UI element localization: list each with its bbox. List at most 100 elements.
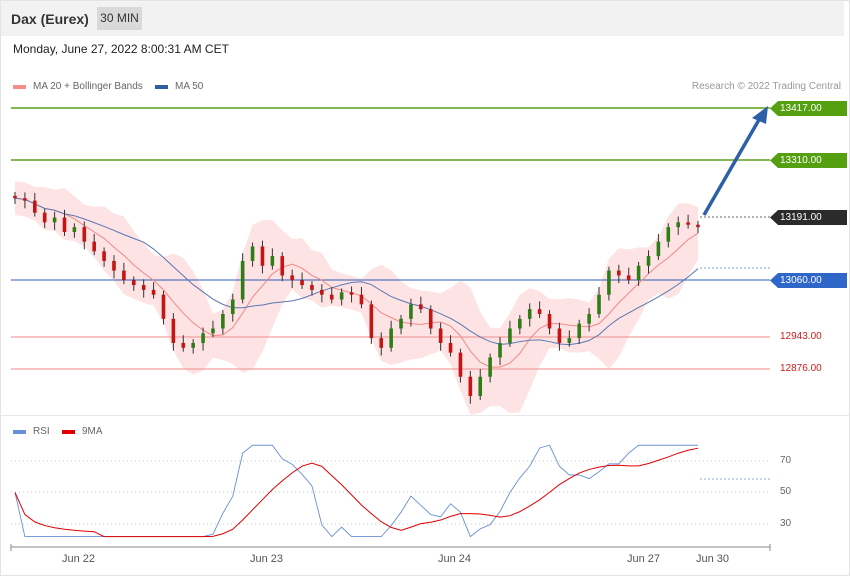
rsi-line — [14, 444, 698, 538]
legend-ma20-label: MA 20 + Bollinger Bands — [33, 81, 143, 92]
candle-body — [617, 270, 621, 276]
candle-body — [468, 376, 473, 397]
rsi-tick-50: 50 — [780, 486, 792, 497]
candle-body — [656, 241, 661, 257]
candle-body — [181, 342, 186, 348]
legend-ma50: MA 50 — [155, 81, 203, 92]
copyright: Research © 2022 Trading Central — [691, 81, 841, 92]
candle-body — [300, 280, 304, 286]
candle-body — [636, 265, 641, 281]
x-label-jun30: Jun 30 — [696, 553, 730, 565]
candle-body — [230, 299, 235, 315]
candle-body — [349, 292, 354, 295]
candle-body — [151, 289, 156, 295]
candle-body — [32, 200, 37, 213]
chart-datetime: Monday, June 27, 2022 8:00:31 AM CET — [13, 42, 229, 56]
candle-body — [52, 217, 57, 223]
candle-body — [339, 292, 344, 300]
candle-body — [448, 342, 453, 353]
candle-body — [587, 314, 591, 324]
candle-body — [458, 352, 463, 377]
candle-body — [82, 227, 87, 242]
ma50-swatch — [155, 84, 168, 89]
candle-body — [42, 212, 47, 223]
candle-body — [518, 318, 522, 329]
candle-body — [191, 342, 195, 348]
ma20-line — [14, 197, 699, 368]
candle-body — [211, 328, 215, 334]
rsi-tick-70: 70 — [780, 455, 792, 466]
candle-body — [379, 338, 384, 348]
x-label-jun24: Jun 24 — [438, 553, 472, 565]
candle-body — [399, 318, 403, 329]
candle-body — [122, 270, 126, 281]
ma20-swatch — [13, 84, 26, 89]
rsi-ma-line — [14, 447, 699, 538]
candle-body — [498, 342, 502, 358]
candle-body — [409, 304, 413, 319]
candlesticks — [13, 191, 700, 404]
candle-body — [577, 323, 582, 339]
candle-body — [626, 275, 631, 281]
candle-body — [13, 195, 17, 199]
rsi-ma-swatch — [62, 429, 75, 434]
resistance-2-label: 13417.00 — [770, 101, 847, 116]
candle-body — [141, 285, 146, 290]
candle-body — [112, 260, 116, 271]
candle-body — [102, 251, 106, 261]
candle-body — [171, 318, 176, 343]
candle-body — [280, 256, 285, 276]
pivot-label: 13060.00 — [770, 273, 847, 288]
x-label-jun22: Jun 22 — [62, 553, 96, 565]
candle-body — [161, 294, 166, 319]
candle-body — [557, 328, 562, 343]
support-2-label: 12876.00 — [780, 363, 822, 374]
candle-body — [310, 285, 314, 290]
candle-body — [686, 222, 690, 225]
forecast-arrow — [702, 117, 762, 216]
candle-body — [369, 304, 374, 339]
forecast-arrowhead — [752, 106, 768, 124]
candle-body — [92, 241, 96, 252]
candle-body — [221, 314, 225, 329]
candle-body — [290, 275, 294, 281]
candle-body — [438, 328, 443, 343]
candle-body — [260, 246, 265, 266]
candle-body — [646, 256, 651, 266]
candle-body — [676, 222, 681, 228]
instrument-title: Dax (Eurex) — [11, 11, 89, 27]
candle-body — [72, 227, 77, 232]
legend-rsi: RSI — [13, 426, 50, 437]
candle-body — [329, 294, 334, 300]
candle-body — [131, 280, 136, 286]
candle-body — [488, 357, 492, 377]
candle-body — [567, 338, 572, 343]
candle-body — [320, 289, 324, 295]
legend-ma20: MA 20 + Bollinger Bands — [13, 81, 143, 92]
legend-rsi-label: RSI — [33, 426, 50, 437]
candle-body — [537, 309, 542, 315]
candle-body — [527, 309, 532, 319]
panel-separator — [1, 415, 849, 416]
resistance-1-label: 13310.00 — [770, 153, 847, 168]
candle-body — [250, 246, 255, 261]
candle-body — [428, 309, 433, 329]
support-1-label: 12943.00 — [780, 331, 822, 342]
candle-body — [270, 256, 275, 266]
candle-body — [597, 294, 601, 315]
candle-body — [478, 376, 483, 397]
ma50-line — [14, 197, 699, 346]
candle-body — [547, 314, 552, 329]
legend-rsi-ma: 9MA — [62, 426, 103, 437]
legend-rsi-ma-label: 9MA — [82, 426, 103, 437]
x-label-jun27: Jun 27 — [627, 553, 661, 565]
candle-body — [607, 270, 611, 295]
candle-body — [508, 328, 512, 343]
bollinger-band — [15, 181, 698, 415]
candle-body — [696, 224, 700, 228]
legend-ma50-label: MA 50 — [175, 81, 204, 92]
rsi-tick-30: 30 — [780, 518, 792, 529]
timeframe-button[interactable]: 30 MIN — [97, 7, 142, 30]
rsi-swatch — [13, 429, 26, 434]
